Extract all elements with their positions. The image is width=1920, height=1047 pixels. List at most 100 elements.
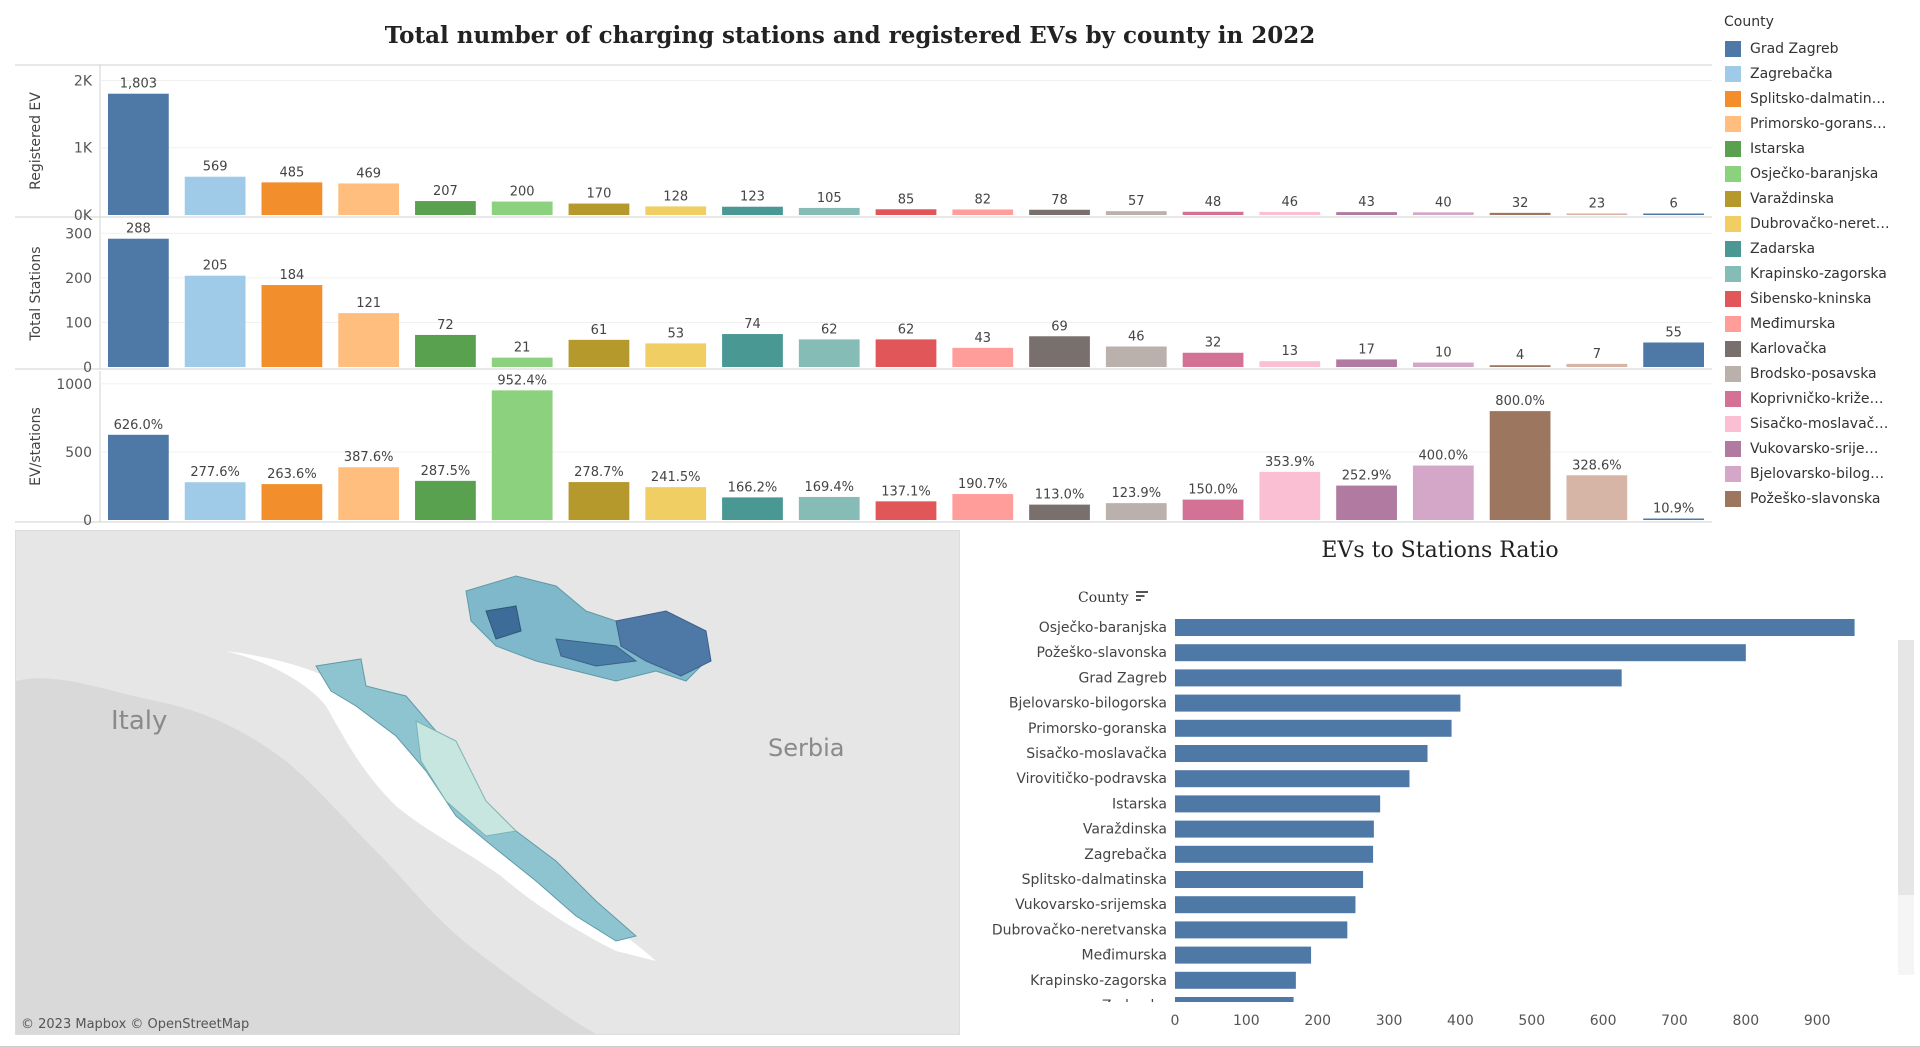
bar[interactable] (568, 339, 630, 367)
legend-item[interactable]: Istarska (1718, 136, 1918, 161)
bar[interactable] (338, 467, 400, 520)
bar[interactable] (415, 201, 476, 215)
bar[interactable] (1259, 211, 1321, 215)
bar[interactable] (108, 434, 169, 520)
bar[interactable] (952, 347, 1014, 367)
bar[interactable] (875, 501, 937, 520)
bar[interactable] (952, 209, 1014, 215)
bar[interactable] (1182, 211, 1244, 215)
bar[interactable] (1105, 211, 1167, 215)
bar[interactable] (1336, 359, 1397, 367)
bar[interactable] (798, 339, 860, 367)
bar[interactable] (108, 238, 169, 367)
scrollbar-thumb[interactable] (1898, 640, 1914, 895)
ratio-bar[interactable] (1175, 971, 1296, 989)
bar[interactable] (952, 494, 1014, 520)
scrollbar-track[interactable] (1898, 895, 1914, 975)
bar[interactable] (645, 206, 707, 215)
bar[interactable] (875, 339, 937, 367)
legend-item[interactable]: Međimurska (1718, 311, 1918, 336)
bar[interactable] (1259, 471, 1321, 520)
bar[interactable] (491, 390, 553, 520)
legend-item[interactable]: Krapinsko-zagorska (1718, 261, 1918, 286)
bar[interactable] (1029, 209, 1090, 215)
bar[interactable] (261, 285, 323, 367)
ratio-bar[interactable] (1175, 795, 1381, 813)
ratio-bar[interactable] (1175, 745, 1428, 762)
bar[interactable] (184, 176, 246, 215)
legend-item[interactable]: Dubrovačko-neret… (1718, 211, 1918, 236)
bar[interactable] (261, 484, 323, 520)
legend-item[interactable]: Primorsko-gorans… (1718, 111, 1918, 136)
bar[interactable] (338, 183, 400, 215)
bar[interactable] (568, 203, 630, 215)
legend-item[interactable]: Zagrebačka (1718, 61, 1918, 86)
bar[interactable] (722, 334, 783, 367)
bar[interactable] (875, 209, 937, 215)
bar[interactable] (1029, 504, 1090, 520)
bar[interactable] (798, 496, 860, 520)
bar[interactable] (722, 206, 783, 215)
bar[interactable] (184, 275, 246, 367)
ratio-bar[interactable] (1175, 669, 1622, 687)
legend-item[interactable]: Požeško-slavonska (1718, 486, 1918, 511)
legend-item[interactable]: Koprivničko-križe… (1718, 386, 1918, 411)
bar[interactable] (491, 357, 553, 367)
legend-item[interactable]: Grad Zagreb (1718, 36, 1918, 61)
ratio-bar[interactable] (1175, 946, 1312, 964)
bar[interactable] (1259, 361, 1321, 367)
bar[interactable] (1029, 336, 1090, 367)
county-map[interactable]: Italy Serbia © 2023 Mapbox © OpenStreetM… (15, 530, 960, 1035)
legend-item[interactable]: Varaždinska (1718, 186, 1918, 211)
bar[interactable] (338, 313, 400, 367)
bar[interactable] (1412, 362, 1474, 367)
bar[interactable] (1336, 485, 1397, 520)
bar[interactable] (491, 201, 553, 215)
bar[interactable] (722, 497, 783, 520)
bar[interactable] (1412, 212, 1474, 215)
bar[interactable] (1336, 212, 1397, 215)
legend-item[interactable]: Osječko-baranjska (1718, 161, 1918, 186)
bar[interactable] (1105, 503, 1167, 520)
ratio-bar[interactable] (1175, 896, 1356, 914)
bar[interactable] (1412, 465, 1474, 520)
legend-item[interactable]: Karlovačka (1718, 336, 1918, 361)
bar[interactable] (261, 182, 323, 215)
bar[interactable] (645, 343, 707, 367)
bar[interactable] (1182, 352, 1244, 367)
legend-item[interactable]: Splitsko-dalmatin… (1718, 86, 1918, 111)
bar[interactable] (415, 480, 476, 520)
ratio-bar[interactable] (1175, 871, 1364, 888)
ratio-bar[interactable] (1175, 820, 1374, 838)
ratio-bar[interactable] (1175, 921, 1348, 939)
bar[interactable] (415, 334, 476, 367)
ratio-bar[interactable] (1175, 719, 1452, 737)
bar[interactable] (1105, 346, 1167, 367)
sort-icon[interactable] (1136, 591, 1148, 601)
legend-item[interactable]: Sisačko-moslavač… (1718, 411, 1918, 436)
legend-item[interactable]: Bjelovarsko-bilog… (1718, 461, 1918, 486)
bar[interactable] (1489, 365, 1551, 367)
bar[interactable] (1566, 213, 1628, 215)
bar[interactable] (1566, 475, 1628, 520)
bar[interactable] (1643, 518, 1704, 521)
ratio-bar[interactable] (1175, 770, 1410, 788)
bar[interactable] (1643, 213, 1704, 216)
bar[interactable] (108, 93, 169, 215)
ratio-bar[interactable] (1175, 694, 1461, 712)
ratio-bar[interactable] (1175, 845, 1374, 863)
ratio-bar[interactable] (1175, 997, 1294, 1014)
bar[interactable] (1643, 342, 1704, 368)
bar[interactable] (568, 482, 630, 520)
bar[interactable] (798, 207, 860, 215)
bar[interactable] (1566, 363, 1628, 367)
bar[interactable] (1182, 499, 1244, 520)
bar[interactable] (645, 487, 707, 520)
bar[interactable] (1489, 212, 1551, 215)
ratio-bar[interactable] (1175, 619, 1855, 636)
ratio-bar[interactable] (1175, 644, 1746, 662)
legend-item[interactable]: Zadarska (1718, 236, 1918, 261)
bar[interactable] (184, 482, 246, 520)
bar[interactable] (1489, 411, 1551, 520)
legend-item[interactable]: Vukovarsko-srije… (1718, 436, 1918, 461)
